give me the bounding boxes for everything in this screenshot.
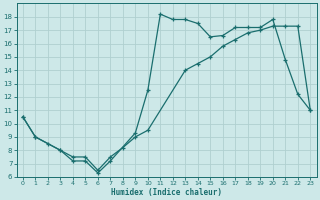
- X-axis label: Humidex (Indice chaleur): Humidex (Indice chaleur): [111, 188, 222, 197]
